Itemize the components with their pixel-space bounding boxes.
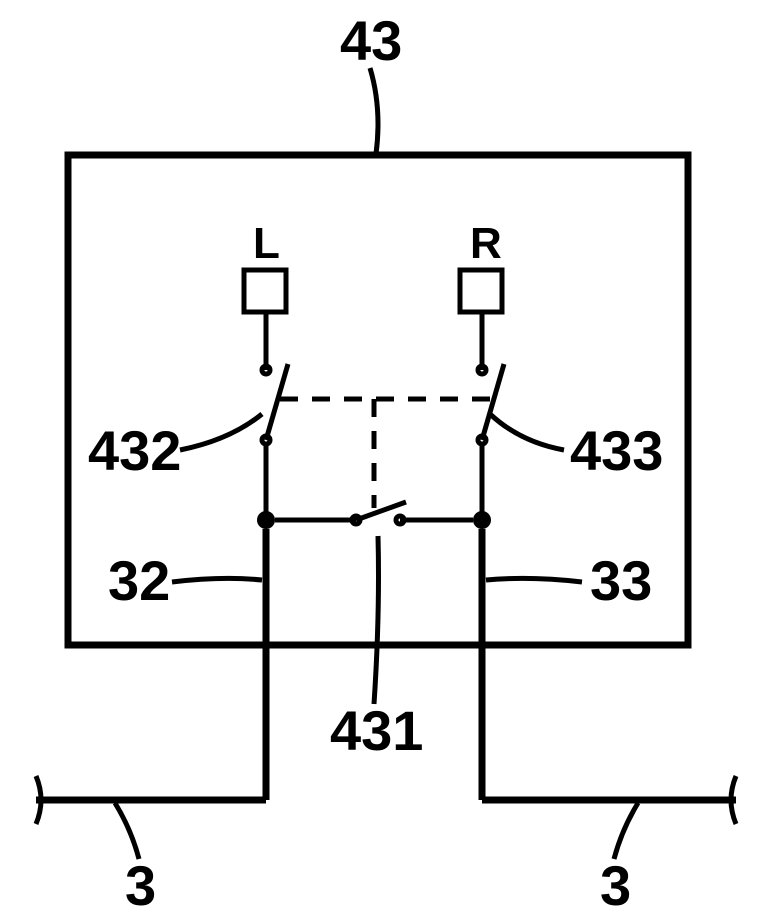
node-left — [257, 511, 275, 529]
leader-33 — [486, 578, 582, 582]
leader-432 — [180, 414, 262, 450]
label-43: 43 — [340, 9, 402, 72]
leader-43 — [370, 68, 378, 154]
terminal-R — [460, 270, 502, 312]
node-right — [473, 511, 491, 529]
label-R: R — [470, 219, 502, 268]
leader-431 — [374, 536, 379, 704]
label-432: 432 — [88, 419, 181, 482]
leader-433 — [490, 414, 564, 450]
label-32: 32 — [108, 549, 170, 612]
label-433: 433 — [570, 419, 663, 482]
label-L: L — [253, 219, 280, 268]
leader-3-right — [614, 803, 638, 859]
schematic-diagram: 43LR432433323343133 — [0, 0, 776, 919]
leader-32 — [172, 578, 262, 582]
leader-3-left — [115, 803, 139, 859]
label-3-left: 3 — [125, 854, 156, 917]
terminal-L — [244, 270, 286, 312]
label-33: 33 — [590, 549, 652, 612]
label-431: 431 — [330, 699, 423, 762]
label-3-right: 3 — [600, 854, 631, 917]
